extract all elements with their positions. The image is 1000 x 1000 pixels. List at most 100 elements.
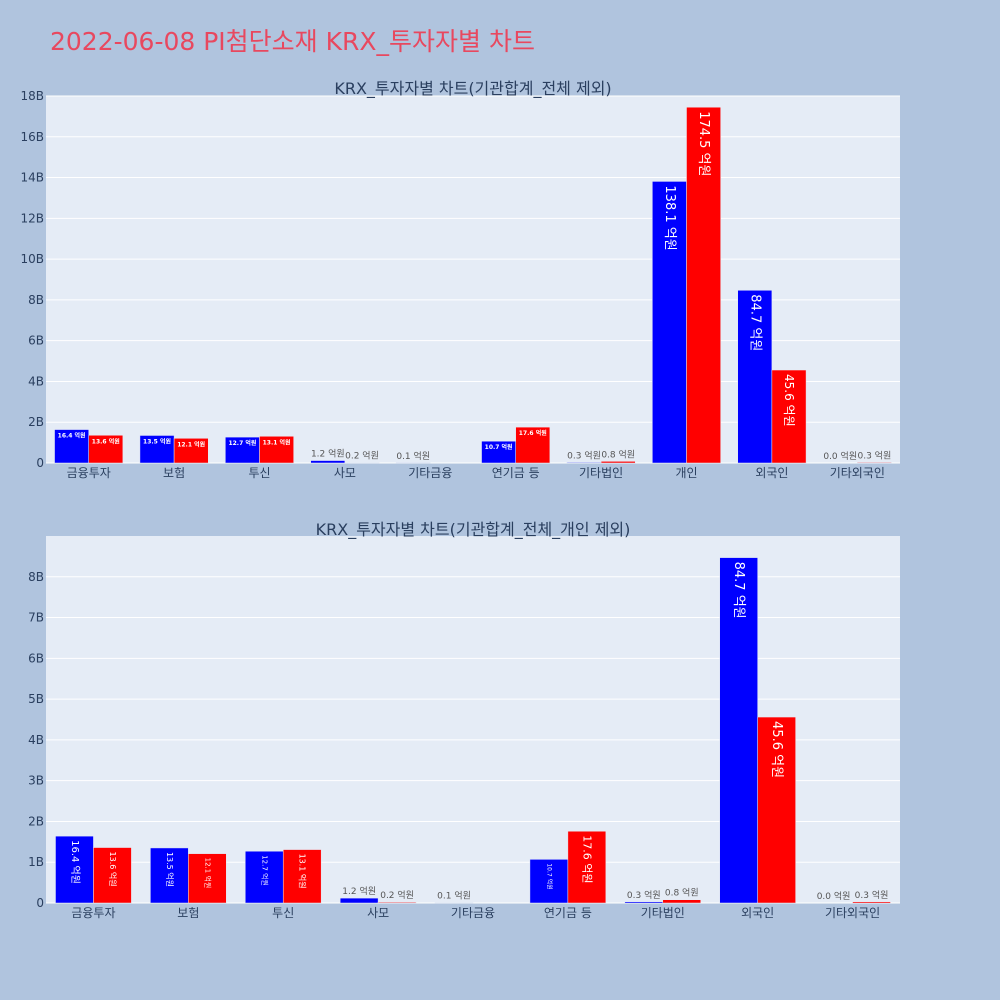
chart1-ytick-label: 6B xyxy=(28,334,44,348)
chart2-data-label: 12.1 억원 xyxy=(203,858,212,889)
chart2-bar-sell[interactable] xyxy=(567,830,607,904)
chart1-ytick-label: 2B xyxy=(28,415,44,429)
chart1-xtick-label: 기타금융 xyxy=(408,466,452,480)
chart2-bar-buy[interactable] xyxy=(55,835,94,904)
chart2-bar-sell[interactable] xyxy=(852,901,891,904)
chart2-xtick-label: 투신 xyxy=(272,906,294,920)
chart1-xtick-label: 개인 xyxy=(675,466,697,480)
chart1-ytick-label: 18B xyxy=(20,89,44,103)
chart2-data-label: 13.5 억원 xyxy=(165,852,175,887)
chart1-data-label: 0.0 억원 xyxy=(823,450,857,462)
chart1-bar-sell[interactable] xyxy=(857,462,892,464)
chart2-ytick-label: 4B xyxy=(28,733,44,747)
chart2-data-label: 13.1 억원 xyxy=(298,854,308,889)
chart1-data-label: 17.6 억원 xyxy=(519,429,547,437)
chart1-data-label: 0.3 억원 xyxy=(858,449,892,461)
chart1-bar-buy[interactable] xyxy=(566,462,602,464)
chart1-bar-sell[interactable] xyxy=(686,106,721,464)
chart2-data-label: 13.6 억원 xyxy=(108,852,118,887)
chart2-ytick-label: 2B xyxy=(28,814,44,828)
chart1-data-label: 0.3 억원 xyxy=(567,449,601,461)
chart2-ytick-label: 7B xyxy=(28,611,44,625)
chart1-bar-sell[interactable] xyxy=(771,369,807,464)
chart2-ytick-label: 1B xyxy=(28,855,44,869)
chart2-ytick-label: 0 xyxy=(36,896,44,910)
chart1-ytick-label: 12B xyxy=(20,211,44,225)
chart2-data-label: 16.4 억원 xyxy=(69,840,81,884)
chart2-data-label: 0.3 억원 xyxy=(627,889,661,901)
chart1-ytick-label: 8B xyxy=(28,293,44,307)
chart1-data-label: 13.1 억원 xyxy=(263,438,291,446)
chart1-bar-buy[interactable] xyxy=(54,429,89,464)
chart2-data-label: 10.7 억원 xyxy=(545,863,553,889)
chart2-bar-buy[interactable] xyxy=(624,901,664,904)
chart1-xtick-label: 기타법인 xyxy=(579,466,623,480)
chart1-data-label: 84.7 억원 xyxy=(747,294,762,351)
chart2-title: KRX_투자자별 차트(기관합계_전체_개인 제외) xyxy=(316,520,631,540)
chart1-bar-sell[interactable] xyxy=(173,438,209,464)
chart2-bar-sell[interactable] xyxy=(377,901,417,904)
chart1-ytick-label: 0 xyxy=(36,456,44,470)
chart2-xtick-label: 외국인 xyxy=(741,906,774,920)
chart2-bar-sell[interactable] xyxy=(188,853,227,904)
chart2-data-label: 0.0 억원 xyxy=(817,890,851,902)
chart2-data-label: 17.6 억원 xyxy=(580,835,593,883)
chart2-xtick-label: 연기금 등 xyxy=(544,906,592,920)
chart1-bar-sell[interactable] xyxy=(259,436,294,464)
chart2-bar-sell[interactable] xyxy=(757,716,796,904)
chart1-bar-sell[interactable] xyxy=(88,435,124,464)
chart2-ytick-label: 6B xyxy=(28,651,44,665)
page-title: 2022-06-08 PI첨단소재 KRX_투자자별 차트 xyxy=(50,27,535,56)
chart1-ytick-label: 10B xyxy=(20,252,44,266)
chart1-xtick-label: 외국인 xyxy=(755,466,788,480)
chart2-bar-sell[interactable] xyxy=(282,849,322,904)
chart2-xtick-label: 기타금융 xyxy=(451,906,495,920)
chart1-bar-buy[interactable] xyxy=(737,290,773,464)
chart1-data-label: 16.4 억원 xyxy=(58,432,86,440)
chart2-ytick-label: 3B xyxy=(28,774,44,788)
chart1-bar-buy[interactable] xyxy=(652,181,687,464)
chart1-data-label: 10.7 억원 xyxy=(485,443,513,451)
chart2-bar-buy[interactable] xyxy=(719,557,758,904)
chart2-data-label: 0.2 억원 xyxy=(380,889,414,901)
chart1-data-label: 13.6 억원 xyxy=(92,437,120,445)
chart2-xtick-label: 기타법인 xyxy=(641,906,685,920)
chart1-data-label: 0.1 억원 xyxy=(396,450,430,462)
chart1-data-label: 0.2 억원 xyxy=(345,450,379,462)
chart2-ytick-label: 5B xyxy=(28,692,44,706)
chart1-data-label: 174.5 억원 xyxy=(696,111,711,176)
chart2-ytick-label: 8B xyxy=(28,570,44,584)
chart1-data-label: 138.1 억원 xyxy=(662,185,677,250)
chart1-bar-sell[interactable] xyxy=(600,461,636,464)
chart1-xtick-label: 투신 xyxy=(248,466,270,480)
chart1-ytick-label: 16B xyxy=(20,130,44,144)
chart2-bar-buy[interactable] xyxy=(529,859,569,904)
chart1-bar-sell[interactable] xyxy=(515,426,551,464)
chart2-xtick-label: 기타외국인 xyxy=(825,906,880,920)
chart2-data-label: 0.1 억원 xyxy=(437,890,471,902)
chart1-xtick-label: 금융투자 xyxy=(67,466,111,480)
chart1-xtick-label: 연기금 등 xyxy=(492,466,540,480)
chart2-xtick-label: 사모 xyxy=(367,906,389,920)
chart2-data-label: 12.7 억원 xyxy=(260,855,269,886)
chart1-ytick-label: 14B xyxy=(20,171,44,185)
chart1-bar-buy[interactable] xyxy=(225,436,260,464)
chart1-bar-buy[interactable] xyxy=(310,460,346,464)
chart1-title: KRX_투자자별 차트(기관합계_전체 제외) xyxy=(334,79,611,99)
chart1-xtick-label: 사모 xyxy=(334,466,356,480)
chart2-bar-sell[interactable] xyxy=(662,899,701,904)
chart2-bar-buy[interactable] xyxy=(245,850,284,904)
chart2-bar-buy[interactable] xyxy=(339,897,379,904)
chart1-bar-buy[interactable] xyxy=(139,435,175,464)
chart2-bar-buy[interactable] xyxy=(150,847,189,904)
chart1-data-label: 13.5 억원 xyxy=(143,437,171,445)
chart1-data-label: 0.8 억원 xyxy=(601,448,635,460)
chart2-xtick-label: 보험 xyxy=(177,906,199,920)
chart2-xtick-label: 금융투자 xyxy=(71,906,115,920)
chart1-ytick-label: 4B xyxy=(28,374,44,388)
chart2-bar-sell[interactable] xyxy=(93,847,132,904)
chart2-data-label: 1.2 억원 xyxy=(342,885,376,897)
chart1-data-label: 12.7 억원 xyxy=(228,439,256,447)
chart2-data-label: 45.6 억원 xyxy=(769,721,784,778)
